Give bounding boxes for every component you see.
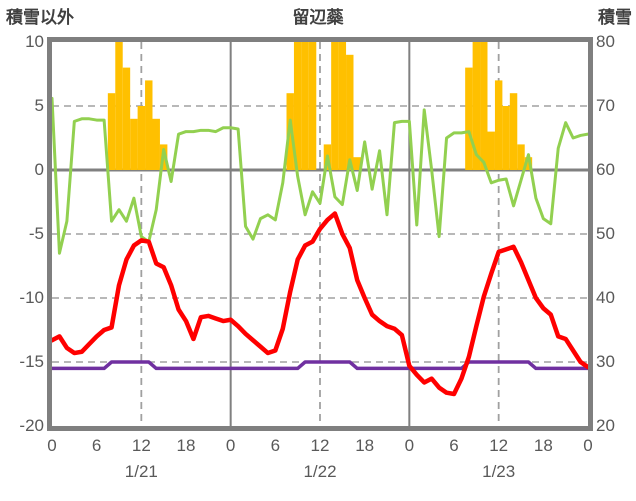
gold-bar (145, 80, 153, 170)
right-tick-70: 70 (596, 96, 615, 115)
gold-bar (502, 106, 510, 170)
date-label-1-23: 1/23 (482, 462, 516, 481)
left-tick-5: 5 (34, 96, 44, 115)
hour-tick: 0 (47, 436, 57, 455)
right-tick-50: 50 (596, 224, 615, 243)
hour-tick: 12 (310, 436, 330, 455)
gold-bar (331, 42, 339, 170)
right-tick-40: 40 (596, 288, 615, 307)
hour-tick: 6 (91, 436, 102, 455)
hour-tick: 12 (131, 436, 151, 455)
hour-tick: 0 (225, 436, 236, 455)
left-tick--15: -15 (19, 352, 44, 371)
plot-inner (52, 42, 588, 426)
green-line-series (52, 96, 588, 255)
gold-bar (338, 42, 347, 170)
gold-bar (301, 42, 309, 170)
gold-bar (487, 131, 495, 170)
date-label-1-22: 1/22 (303, 462, 337, 481)
hour-tick: 18 (355, 436, 375, 455)
hour-tick: 0 (583, 436, 593, 455)
left-tick--10: -10 (19, 288, 44, 307)
chart-title: 留辺蘂 (292, 8, 344, 27)
gold-bar (137, 106, 146, 170)
gold-bar (130, 118, 138, 170)
plot-frame (47, 37, 593, 431)
gold-bar (353, 157, 361, 170)
right-tick-60: 60 (596, 160, 615, 179)
gold-bar (293, 42, 302, 170)
left-tick-10: 10 (25, 32, 44, 51)
gold-bar (465, 67, 473, 170)
gold-bar (494, 80, 503, 170)
purple-line-series (52, 360, 588, 371)
right-tick-30: 30 (596, 352, 615, 371)
gold-bar (524, 157, 533, 170)
right-tick-20: 20 (596, 416, 615, 435)
gold-bar (308, 42, 317, 170)
gold-bar (346, 54, 354, 170)
gold-bar (517, 144, 525, 170)
hour-tick: 18 (176, 436, 196, 455)
red-line-series (52, 211, 588, 397)
left-tick-0: 0 (34, 160, 44, 179)
gold-bar (107, 93, 116, 170)
hour-tick: 18 (533, 436, 553, 455)
right-axis-title: 積雪 (598, 8, 632, 27)
left-tick--20: -20 (19, 416, 44, 435)
right-tick-80: 80 (596, 32, 615, 51)
gold-bar (122, 67, 131, 170)
left-axis-title: 積雪以外 (6, 8, 74, 27)
hour-tick: 6 (449, 436, 459, 455)
date-label-1-21: 1/21 (124, 462, 158, 481)
gold-bar (480, 42, 488, 170)
gold-bar (509, 93, 518, 170)
gold-bar (115, 42, 123, 170)
hour-tick: 12 (489, 436, 509, 455)
left-tick--5: -5 (28, 224, 44, 243)
gold-bar (152, 118, 160, 170)
hour-tick: 0 (404, 436, 415, 455)
gold-bar (472, 42, 481, 170)
hour-tick: 6 (270, 436, 281, 455)
